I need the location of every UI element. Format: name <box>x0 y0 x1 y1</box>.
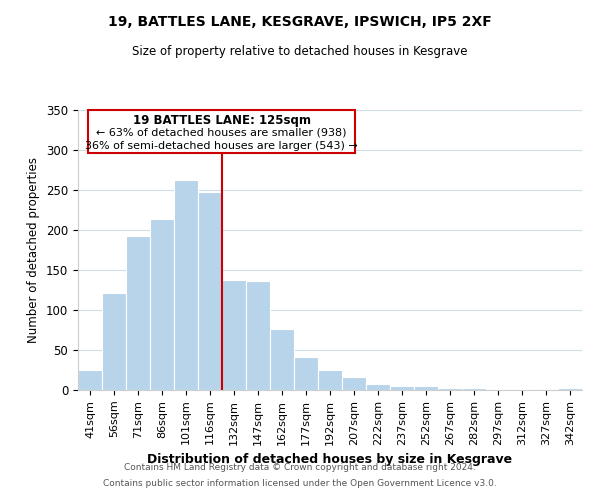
Bar <box>366 384 390 390</box>
X-axis label: Distribution of detached houses by size in Kesgrave: Distribution of detached houses by size … <box>148 453 512 466</box>
Bar <box>294 357 318 390</box>
Bar <box>246 281 270 390</box>
Bar <box>102 293 126 390</box>
Bar <box>150 219 174 390</box>
Bar <box>78 370 102 390</box>
Y-axis label: Number of detached properties: Number of detached properties <box>28 157 40 343</box>
Text: 36% of semi-detached houses are larger (543) →: 36% of semi-detached houses are larger (… <box>85 141 358 151</box>
Bar <box>438 388 462 390</box>
FancyBboxPatch shape <box>88 110 355 154</box>
Text: ← 63% of detached houses are smaller (938): ← 63% of detached houses are smaller (93… <box>97 128 347 138</box>
Bar <box>462 388 486 390</box>
Bar <box>342 377 366 390</box>
Text: 19, BATTLES LANE, KESGRAVE, IPSWICH, IP5 2XF: 19, BATTLES LANE, KESGRAVE, IPSWICH, IP5… <box>108 15 492 29</box>
Text: Size of property relative to detached houses in Kesgrave: Size of property relative to detached ho… <box>132 45 468 58</box>
Bar <box>198 192 222 390</box>
Bar <box>558 388 582 390</box>
Text: Contains HM Land Registry data © Crown copyright and database right 2024.: Contains HM Land Registry data © Crown c… <box>124 464 476 472</box>
Bar <box>510 389 534 390</box>
Text: 19 BATTLES LANE: 125sqm: 19 BATTLES LANE: 125sqm <box>133 114 311 127</box>
Bar <box>270 329 294 390</box>
Bar <box>174 180 198 390</box>
Bar <box>126 236 150 390</box>
Bar <box>486 389 510 390</box>
Text: Contains public sector information licensed under the Open Government Licence v3: Contains public sector information licen… <box>103 478 497 488</box>
Bar <box>222 280 246 390</box>
Bar <box>414 386 438 390</box>
Bar <box>318 370 342 390</box>
Bar <box>390 386 414 390</box>
